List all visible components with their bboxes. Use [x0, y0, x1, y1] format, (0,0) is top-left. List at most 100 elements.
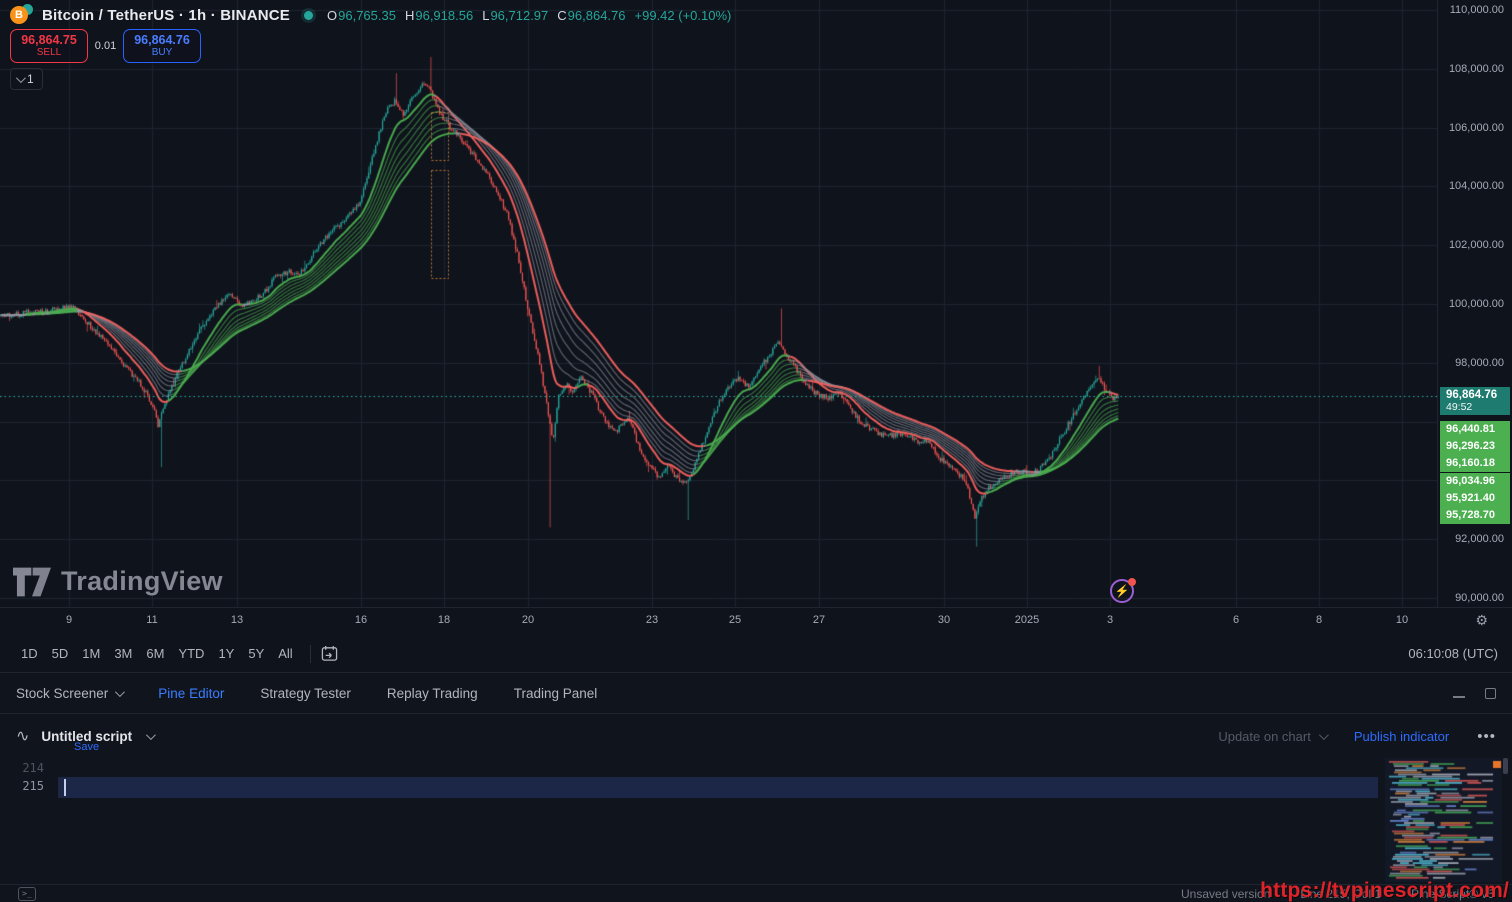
price-axis[interactable]: 110,000.00 108,000.00 106,000.00 104,000.00… [1437, 0, 1512, 607]
tradingview-logo-icon [13, 567, 51, 596]
indicator-value-label: 96,296.23 [1440, 438, 1510, 456]
script-icon: ∿ [16, 728, 30, 745]
range-button-6m[interactable]: 6M [146, 646, 165, 661]
time-tick: 2025 [1014, 614, 1040, 626]
indicator-value-label: 95,728.70 [1440, 507, 1510, 524]
spread-value: 0.01 [94, 40, 117, 52]
chart-pane[interactable]: B Bitcoin / TetherUS · 1h · BINANCE O96,… [0, 0, 1512, 635]
price-tick: 106,000.00 [1448, 121, 1504, 134]
tab-stock-screener[interactable]: Stock Screener [16, 686, 126, 701]
unsaved-version-status[interactable]: Unsaved version [1181, 886, 1271, 901]
text-caret [64, 779, 66, 796]
time-tick: 23 [645, 614, 659, 626]
panel-window-controls [1453, 687, 1496, 699]
range-button-5y[interactable]: 5Y [248, 646, 265, 661]
minimap-scrollbar[interactable] [1503, 758, 1508, 774]
console-icon[interactable]: >_ [18, 886, 36, 901]
pine-editor-body[interactable]: 214 215 [0, 758, 1512, 884]
symbol-bar: B Bitcoin / TetherUS · 1h · BINANCE O96,… [10, 3, 732, 25]
update-on-chart-button[interactable]: Update on chart [1218, 728, 1329, 744]
price-tick: 108,000.00 [1448, 62, 1504, 75]
time-tick: 13 [230, 614, 244, 626]
range-button-1y[interactable]: 1Y [218, 646, 235, 661]
maximize-icon[interactable] [1485, 687, 1496, 699]
flash-icon[interactable]: ⚡ [1110, 578, 1136, 605]
price-tick: 102,000.00 [1448, 239, 1504, 252]
more-options-button[interactable]: ••• [1477, 727, 1496, 745]
buy-button[interactable]: 96,864.76 BUY [123, 29, 201, 63]
buy-price: 96,864.76 [134, 33, 190, 47]
range-button-1m[interactable]: 1M [82, 646, 101, 661]
candlestick-chart-canvas[interactable] [0, 0, 1437, 607]
order-panel: 96,864.75 SELL 0.01 96,864.76 BUY [10, 29, 201, 63]
time-axis[interactable]: ⚙ 9 11 13 16 18 20 23 25 27 30 2025 3 6 8 10 [0, 607, 1512, 635]
timezone-clock[interactable]: 06:10:08 (UTC) [1408, 646, 1498, 661]
open-value: 96,765.35 [338, 7, 396, 23]
low-value: 96,712.97 [490, 7, 549, 23]
buy-label: BUY [151, 47, 173, 58]
chevron-down-icon[interactable] [146, 729, 157, 740]
publish-indicator-button[interactable]: Publish indicator [1353, 728, 1450, 744]
range-button-ytd[interactable]: YTD [178, 646, 205, 661]
tab-replay-trading[interactable]: Replay Trading [387, 686, 478, 701]
low-label: L [482, 7, 490, 23]
tab-pine-editor[interactable]: Pine Editor [158, 686, 224, 701]
range-button-5d[interactable]: 5D [51, 646, 69, 661]
last-price-value: 96,864.76 [1446, 389, 1498, 402]
time-tick: 25 [728, 614, 742, 626]
site-watermark-url: https://tvpinescript.com/ [1260, 879, 1509, 902]
panel-tabs: Stock Screener Pine Editor Strategy Tester… [0, 673, 1512, 714]
code-minimap[interactable] [1385, 758, 1502, 882]
axis-settings-gear-icon[interactable]: ⚙ [1475, 612, 1488, 628]
price-tick: 104,000.00 [1448, 180, 1504, 193]
time-tick: 11 [146, 614, 158, 626]
price-tick: 90,000.00 [1455, 592, 1504, 604]
tab-strategy-tester[interactable]: Strategy Tester [260, 686, 351, 701]
sell-button[interactable]: 96,864.75 SELL [10, 29, 88, 63]
save-button[interactable]: Save [74, 741, 100, 753]
cursor-position-status[interactable]: Line 215, Col 1 [1300, 886, 1382, 901]
tradingview-watermark-text: TradingView [61, 566, 223, 596]
update-on-chart-label: Update on chart [1218, 728, 1311, 744]
interval-quick-toggle[interactable]: 1 [10, 68, 43, 90]
open-label: O [327, 7, 338, 23]
time-tick: 3 [1106, 614, 1114, 626]
go-to-date-icon[interactable] [321, 645, 338, 662]
change-value: +99.42 (+0.10%) [634, 7, 732, 23]
script-title[interactable]: Untitled script [41, 728, 133, 744]
range-button-3m[interactable]: 3M [114, 646, 133, 661]
time-tick: 27 [812, 614, 826, 626]
symbol-title[interactable]: Bitcoin / TetherUS · 1h · BINANCE [42, 6, 290, 24]
indicator-value-label: 96,034.96 [1440, 472, 1510, 490]
range-button-1d[interactable]: 1D [21, 646, 38, 661]
close-label: C [557, 7, 567, 23]
editor-status-bar: >_ Unsaved version Line 215, Col 1 Pine … [0, 884, 1512, 902]
pair-icon: B [10, 3, 34, 25]
line-number-current: 215 [22, 779, 44, 793]
indicator-value-label: 95,921.40 [1440, 489, 1510, 507]
time-tick: 20 [521, 614, 535, 626]
tab-trading-panel[interactable]: Trading Panel [514, 686, 598, 701]
range-button-all[interactable]: All [278, 646, 293, 661]
chevron-down-icon [115, 686, 126, 697]
sell-label: SELL [36, 47, 62, 58]
price-tick: 110,000.00 [1449, 4, 1504, 16]
time-tick: 30 [937, 614, 951, 626]
minimize-icon[interactable] [1453, 696, 1465, 698]
bottom-toolbar: 1D 5D 1M 3M 6M YTD 1Y 5Y All 06:10:08 (UTC) [0, 635, 1512, 673]
tab-label: Strategy Tester [260, 685, 351, 701]
pine-version-status[interactable]: Pine Script® v5 [1411, 886, 1494, 901]
indicator-value-label: 96,160.18 [1440, 455, 1510, 473]
lightning-icon: ⚡ [1110, 579, 1134, 603]
notification-dot [1128, 578, 1136, 586]
sell-price: 96,864.75 [21, 33, 77, 47]
price-tick: 98,000.00 [1455, 356, 1504, 369]
pine-editor-header: ∿ Untitled script Save Update on chart P… [0, 714, 1512, 758]
toolbar-divider [309, 644, 311, 663]
market-status-dot[interactable] [304, 10, 313, 20]
time-tick: 16 [354, 614, 368, 626]
chevron-down-icon [1318, 729, 1329, 740]
current-line-highlight [58, 777, 1378, 798]
high-value: 96,918.56 [415, 7, 474, 23]
time-tick: 18 [437, 614, 451, 626]
